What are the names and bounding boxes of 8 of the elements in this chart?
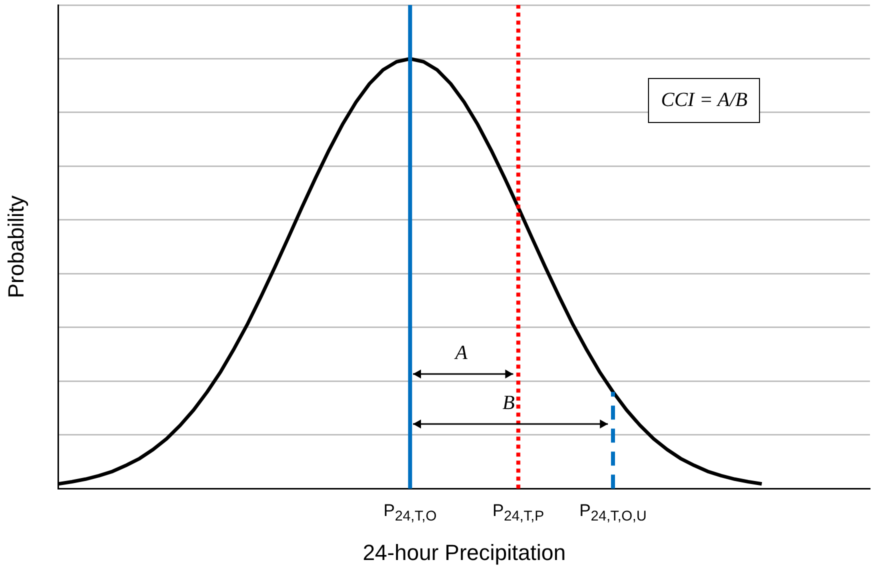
annotation: A (455, 342, 468, 365)
x-tick-label: P$_{24,T,O,U}$ (579, 500, 647, 524)
x-tick-label: P$_{24,T,O}$ (384, 500, 437, 524)
x-axis-title: 24-hour Precipitation (362, 540, 566, 565)
x-tick-label: P$_{24,T,P}$ (492, 500, 544, 524)
y-axis-title: Probability (3, 195, 28, 298)
annotation: B (502, 392, 515, 415)
annotation: CCI = A/B (648, 78, 760, 123)
